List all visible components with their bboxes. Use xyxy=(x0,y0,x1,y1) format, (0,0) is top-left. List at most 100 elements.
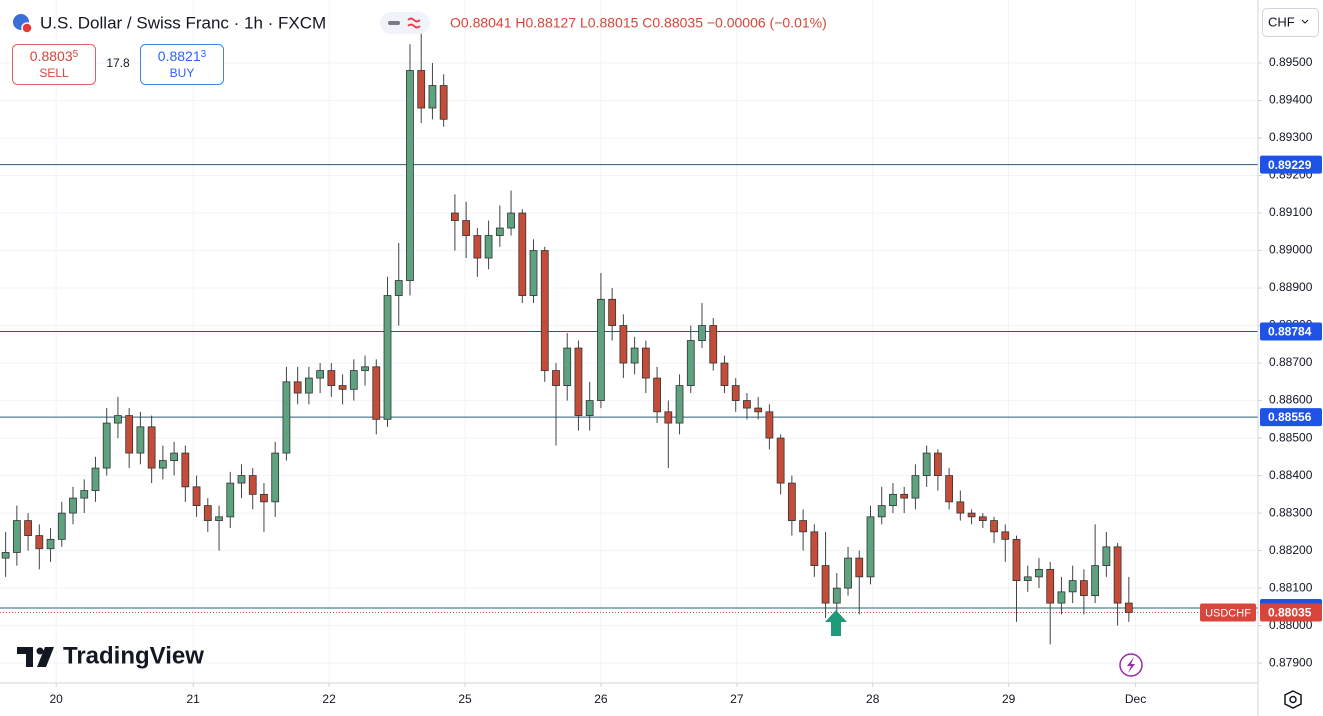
candle-body xyxy=(686,340,695,386)
candle-body xyxy=(709,325,718,364)
candle-body xyxy=(69,497,77,514)
candle-body xyxy=(91,467,100,491)
candle-body xyxy=(641,347,650,379)
candle-body xyxy=(57,512,66,540)
candle-body xyxy=(147,426,156,469)
level-label-box xyxy=(1260,408,1322,427)
candle-body xyxy=(889,493,897,506)
candle-body xyxy=(698,325,706,341)
logo: TradingView xyxy=(17,642,204,669)
candle-body xyxy=(1102,546,1111,567)
candle-body xyxy=(787,482,796,521)
candle-body xyxy=(406,70,414,281)
settings-icon[interactable] xyxy=(1284,690,1302,709)
candle-body xyxy=(844,557,852,589)
y-tick-label: 0.89000 xyxy=(1269,243,1313,257)
candle-body xyxy=(922,452,931,476)
sell-price-pip: 5 xyxy=(73,49,79,60)
candle-body xyxy=(900,493,909,499)
candle-body xyxy=(934,452,942,476)
candle-body xyxy=(1035,568,1043,578)
sell-button[interactable] xyxy=(12,44,96,85)
candle-body xyxy=(585,400,594,416)
candle-body xyxy=(462,220,471,236)
x-tick-label: 27 xyxy=(730,692,744,706)
candle-body xyxy=(630,347,639,364)
y-tick-label: 0.88200 xyxy=(1269,543,1313,557)
level-label: 0.88556 xyxy=(1268,410,1312,424)
candle-body xyxy=(866,516,875,578)
y-tick-label: 0.88300 xyxy=(1269,505,1313,519)
alert-icon-bolt xyxy=(1127,657,1135,673)
spread: 17.8 xyxy=(106,56,130,70)
candle-body xyxy=(338,385,347,390)
dropdown-icon xyxy=(1301,19,1309,24)
settings-icon-shape xyxy=(1284,690,1302,709)
arrow-annotation xyxy=(825,610,847,636)
level-label: 0.88784 xyxy=(1268,325,1312,339)
candle-body xyxy=(203,505,212,521)
candle-body xyxy=(293,381,302,394)
candle-body xyxy=(125,415,134,454)
candle-body xyxy=(237,475,246,484)
candle-body xyxy=(776,437,785,484)
x-tick-label: 21 xyxy=(187,692,201,706)
candle-body xyxy=(1,552,10,559)
candle-body xyxy=(540,250,549,371)
candle-body xyxy=(877,505,886,518)
candle-body xyxy=(428,85,437,109)
logo-mark xyxy=(37,647,54,667)
logo-mark xyxy=(17,647,33,667)
buy-button[interactable] xyxy=(140,44,224,85)
levels xyxy=(0,164,1258,613)
x-tick-label: Dec xyxy=(1125,692,1146,706)
candle-body xyxy=(1012,538,1021,582)
logo-text: TradingView xyxy=(63,642,204,669)
last-name-box xyxy=(1200,603,1256,622)
chip-icon xyxy=(407,17,421,29)
candle-body xyxy=(136,426,145,454)
candle-body xyxy=(911,475,920,499)
last-name: USDCHF xyxy=(1205,607,1251,619)
candle-body xyxy=(978,516,987,521)
buy-price-pip: 3 xyxy=(201,49,207,60)
candle-body xyxy=(158,460,167,469)
buy-price-main: 0.8821 xyxy=(158,48,201,64)
candle-body xyxy=(417,70,426,109)
candle-body xyxy=(383,295,392,420)
candle-body xyxy=(215,516,223,521)
x-tick-label: 20 xyxy=(49,692,63,706)
chip[interactable] xyxy=(380,12,430,34)
candle-body xyxy=(552,370,560,386)
candle-body xyxy=(1124,602,1133,613)
candle-body xyxy=(799,520,807,533)
flag-icon xyxy=(21,22,33,34)
trade-panel: 0.88035 SELL 17.8 0.88213 BUY xyxy=(12,44,224,85)
candle-body xyxy=(731,385,740,401)
candle-body xyxy=(282,381,291,454)
sell-price: 0.88035 xyxy=(30,48,79,64)
candle-body xyxy=(1057,591,1066,604)
candle-body xyxy=(46,538,55,550)
candle-body xyxy=(1113,546,1122,604)
level-label-box xyxy=(1260,322,1322,341)
candle-body xyxy=(24,520,32,536)
candle-body xyxy=(832,587,841,604)
x-tick-label: 28 xyxy=(866,692,880,706)
candle-body xyxy=(518,212,527,296)
y-tick-label: 0.88400 xyxy=(1269,468,1313,482)
candle-body xyxy=(507,212,515,229)
candle-body xyxy=(439,85,448,120)
currency-button[interactable] xyxy=(1262,8,1319,37)
candle-body xyxy=(305,377,313,394)
buy-price: 0.88213 xyxy=(158,48,207,64)
x-tick-label: 25 xyxy=(458,692,472,706)
x-tick-label: 29 xyxy=(1002,692,1016,706)
candle-body xyxy=(720,362,729,386)
candle-body xyxy=(12,520,21,553)
y-tick-label: 0.88600 xyxy=(1269,393,1313,407)
settings-icon-shape xyxy=(1289,695,1297,704)
candle-body xyxy=(361,366,369,371)
